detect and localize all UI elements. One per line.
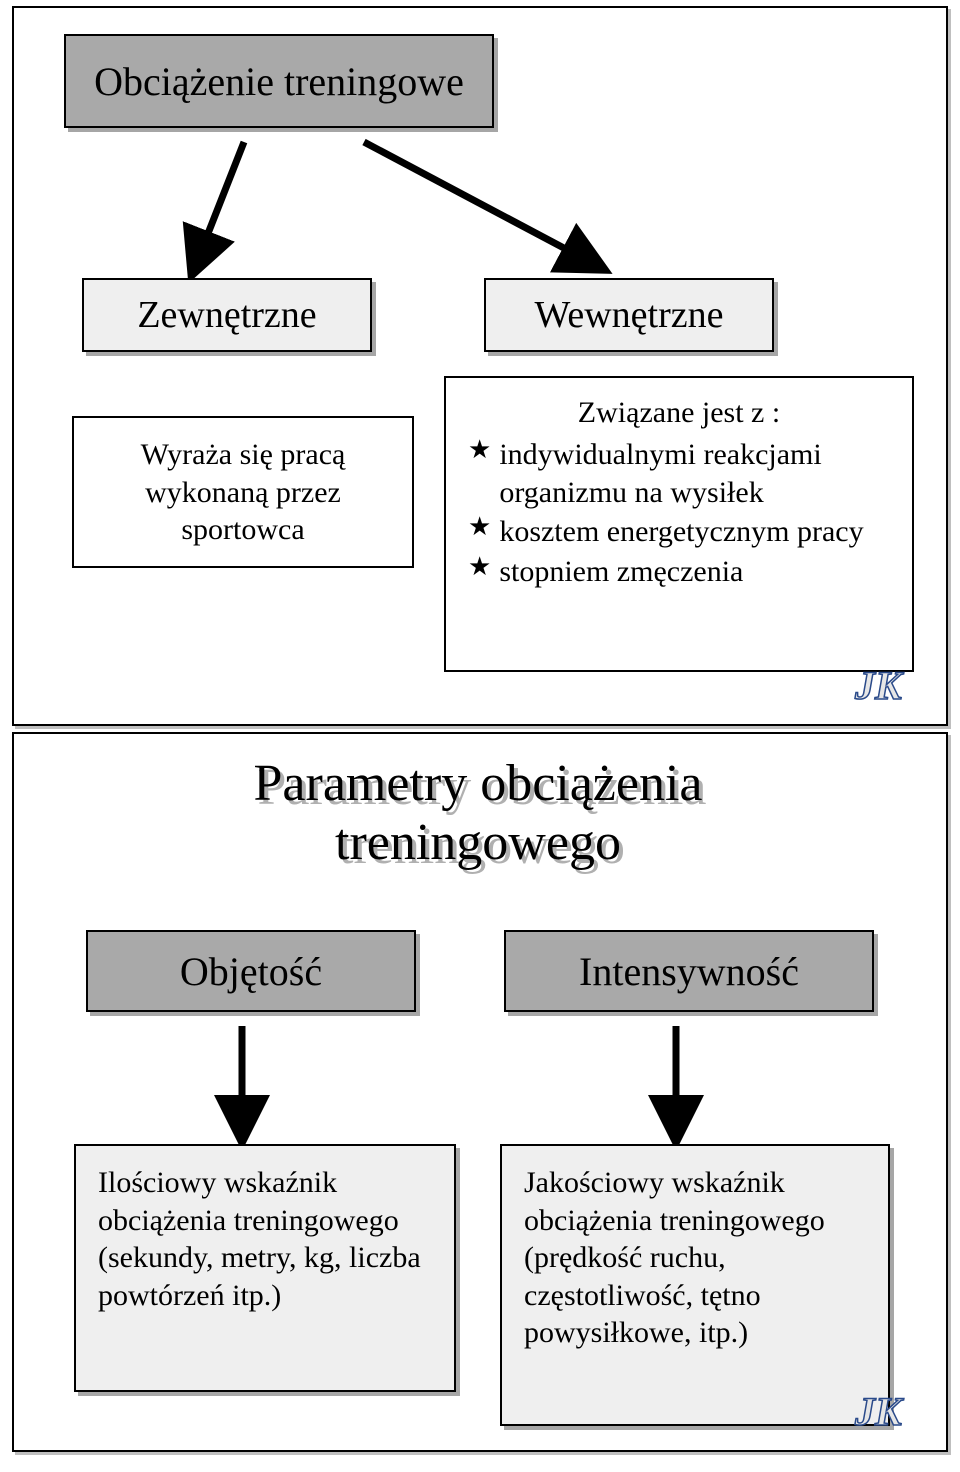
node-label-intensity: Intensywność xyxy=(579,948,799,995)
logo-text: JK xyxy=(854,1389,904,1434)
node-box-volume: Objętość xyxy=(86,930,416,1012)
desc-text-external: Wyraża się pracą wykonaną przez sportowc… xyxy=(96,436,390,549)
child-box-external: Zewnętrzne xyxy=(82,278,372,352)
bullet-row: ★ stopniem zmęczenia xyxy=(468,553,890,591)
logo-jk: JK xyxy=(852,1387,932,1440)
desc-box-internal: Związane jest z : ★ indywidualnymi reakc… xyxy=(444,376,914,672)
child-label-internal: Wewnętrzne xyxy=(535,293,724,337)
bullet-row: ★ kosztem energetycznym pracy xyxy=(468,513,890,551)
child-box-internal: Wewnętrzne xyxy=(484,278,774,352)
root-box: Obciążenie treningowe xyxy=(64,34,494,128)
title-main-l2: treningowego xyxy=(335,814,621,871)
node-box-intensity: Intensywność xyxy=(504,930,874,1012)
panel-slide-1: Obciążenie treningowe Zewnętrzne Wewnętr… xyxy=(12,6,948,726)
panel-slide-2: Parametry obciążenia treningowego Parame… xyxy=(12,732,948,1452)
slide2-title: Parametry obciążenia treningowego Parame… xyxy=(14,756,946,886)
bullet-text: kosztem energetycznym pracy xyxy=(499,513,863,551)
node-label-volume: Objętość xyxy=(180,948,322,995)
desc-box-volume: Ilościowy wskaźnik obciążenia treningowe… xyxy=(74,1144,456,1392)
star-icon: ★ xyxy=(468,553,491,582)
child-label-external: Zewnętrzne xyxy=(137,293,316,337)
title-main-l1: Parametry obciążenia xyxy=(254,755,703,812)
desc-box-external: Wyraża się pracą wykonaną przez sportowc… xyxy=(72,416,414,568)
logo-text: JK xyxy=(854,663,904,708)
root-label: Obciążenie treningowe xyxy=(94,58,464,105)
bullet-row: ★ indywidualnymi reakcjami organizmu na … xyxy=(468,436,890,511)
bullet-text: stopniem zmęczenia xyxy=(499,553,743,591)
desc-heading-internal: Związane jest z : xyxy=(468,396,890,430)
star-icon: ★ xyxy=(468,436,491,465)
desc-box-intensity: Jakościowy wskaźnik obciążenia treningow… xyxy=(500,1144,890,1426)
desc-text-intensity: Jakościowy wskaźnik obciążenia treningow… xyxy=(524,1164,866,1352)
logo-jk: JK xyxy=(852,661,932,714)
bullet-text: indywidualnymi reakcjami organizmu na wy… xyxy=(499,436,890,511)
desc-text-volume: Ilościowy wskaźnik obciążenia treningowe… xyxy=(98,1164,432,1314)
star-icon: ★ xyxy=(468,513,491,542)
